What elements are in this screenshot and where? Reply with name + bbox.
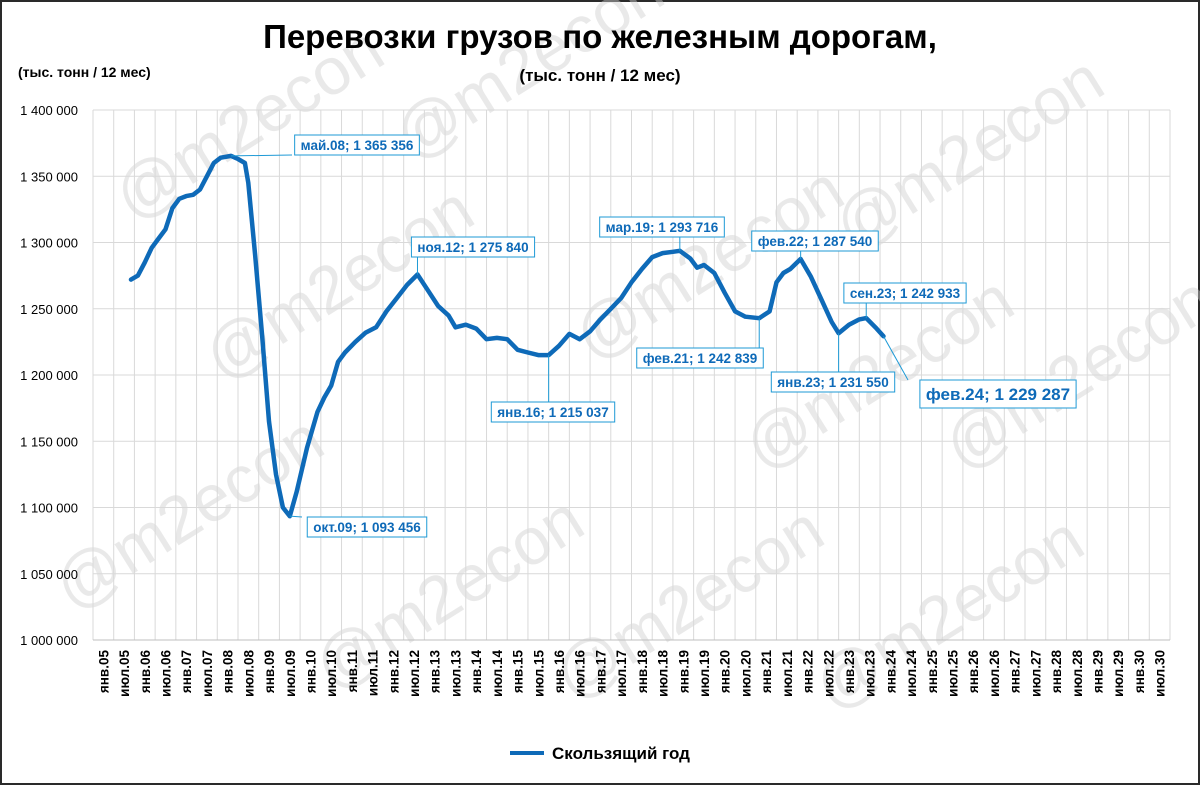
annotation-leader (289, 515, 303, 518)
x-tick-label: июл.19 (697, 650, 712, 697)
chart-subtitle: (тыс. тонн / 12 мес) (519, 66, 681, 85)
gridlines (92, 109, 1171, 641)
x-tick-label: июл.17 (614, 650, 629, 697)
annotation-box (410, 236, 536, 258)
y-tick-label: 1 350 000 (20, 169, 78, 184)
annotation-label: мар.19; 1 293 716 (606, 220, 719, 235)
x-tick-label: янв.24 (883, 650, 898, 694)
x-tick-label: июл.10 (324, 650, 339, 697)
y-tick-label: 1 050 000 (20, 567, 78, 582)
x-tick-label: июл.16 (573, 650, 588, 697)
x-tick-label: июл.24 (904, 650, 919, 697)
y-axis-ticks: 1 000 000 1 050 000 1 100 000 1 150 000 1 20… (20, 103, 78, 648)
annotation-box (919, 379, 1077, 409)
chart-title: Перевозки грузов по железным дорогам, (263, 18, 937, 55)
x-tick-label: янв.09 (262, 650, 277, 693)
x-tick-label: янв.25 (925, 650, 940, 694)
annotation-label: сен.23; 1 242 933 (850, 286, 961, 301)
annotation-box (751, 230, 879, 252)
x-tick-label: июл.11 (366, 650, 381, 697)
annotation-box (843, 282, 967, 304)
x-tick-label: янв.27 (1008, 650, 1023, 693)
x-tick-label: июл.25 (946, 650, 961, 697)
x-tick-label: июл.20 (738, 650, 753, 697)
x-tick-label: июл.22 (821, 650, 836, 697)
y-axis-unit-label: (тыс. тонн / 12 мес) (18, 64, 151, 80)
x-tick-label: июл.27 (1028, 650, 1043, 697)
annotation-label: янв.23; 1 231 550 (777, 375, 888, 390)
x-tick-label: янв.14 (469, 650, 484, 694)
y-tick-label: 1 400 000 (20, 103, 78, 118)
x-tick-label: июл.12 (407, 650, 422, 697)
annotation-label: ноя.12; 1 275 840 (417, 240, 528, 255)
x-tick-label: июл.13 (448, 650, 463, 697)
x-tick-label: июл.14 (490, 650, 505, 697)
y-tick-label: 1 100 000 (20, 501, 78, 516)
series-line (128, 153, 886, 519)
y-tick-label: 1 300 000 (20, 236, 78, 251)
x-tick-label: янв.26 (966, 650, 981, 694)
x-tick-label: янв.12 (386, 650, 401, 693)
x-tick-label: июл.08 (241, 650, 256, 697)
x-tick-label: янв.19 (676, 650, 691, 693)
x-tick-label: июл.05 (117, 650, 132, 697)
x-tick-label: июл.23 (863, 650, 878, 697)
x-axis-ticks: янв.05 июл.05 янв.06 июл.06 янв.07 июл.07 янв.… (96, 650, 1167, 697)
x-tick-label: янв.23 (842, 650, 857, 694)
legend: Скользящий год (0, 744, 1200, 764)
annotation-box (294, 134, 420, 156)
x-tick-label: июл.28 (1070, 650, 1085, 697)
y-tick-label: 1 200 000 (20, 368, 78, 383)
y-tick-label: 1 150 000 (20, 434, 78, 449)
y-tick-label: 1 000 000 (20, 633, 78, 648)
x-tick-label: июл.06 (158, 650, 173, 697)
annotation-box (306, 516, 428, 538)
annotation-leader (231, 154, 293, 157)
x-tick-label: янв.21 (759, 650, 774, 694)
x-tick-label: июл.21 (780, 650, 795, 697)
x-tick-label: июл.18 (656, 650, 671, 697)
legend-line-swatch (510, 750, 545, 755)
x-tick-label: янв.08 (221, 650, 236, 694)
x-tick-label: июл.07 (200, 650, 215, 697)
x-tick-label: июл.30 (1153, 650, 1168, 697)
x-tick-label: янв.29 (1091, 650, 1106, 693)
x-tick-label: янв.05 (96, 650, 111, 694)
annotation-label: май.08; 1 365 356 (301, 138, 414, 153)
x-tick-label: янв.15 (511, 650, 526, 694)
x-tick-label: янв.07 (179, 650, 194, 693)
legend-label: Скользящий год (552, 744, 690, 763)
x-tick-label: янв.28 (1049, 650, 1064, 694)
x-tick-label: янв.22 (801, 650, 816, 693)
x-tick-label: янв.17 (593, 650, 608, 693)
x-tick-label: янв.16 (552, 650, 567, 694)
x-tick-label: янв.20 (718, 650, 733, 693)
annotation-label: янв.16; 1 215 037 (497, 405, 608, 420)
x-tick-label: янв.30 (1132, 650, 1147, 693)
annotation-box (599, 216, 725, 238)
annotations-layer: май.08; 1 365 356 окт.09; 1 093 456 ноя.12… (231, 134, 1077, 538)
annotation-box (490, 401, 616, 423)
x-tick-label: янв.10 (303, 650, 318, 693)
x-tick-label: янв.06 (138, 650, 153, 694)
x-tick-label: июл.09 (283, 650, 298, 697)
x-tick-label: янв.11 (345, 650, 360, 693)
annotation-box (770, 371, 896, 393)
annotation-label: окт.09; 1 093 456 (313, 520, 421, 535)
y-tick-label: 1 250 000 (20, 302, 78, 317)
annotation-label: фев.22; 1 287 540 (758, 234, 873, 249)
annotation-leader (883, 335, 909, 381)
x-tick-label: янв.13 (428, 650, 443, 694)
x-tick-label: июл.15 (531, 650, 546, 697)
annotation-label: фев.21; 1 242 839 (643, 351, 758, 366)
annotation-box (636, 347, 764, 369)
x-tick-label: июл.29 (1111, 650, 1126, 697)
series-layer (128, 153, 886, 519)
x-tick-label: июл.26 (987, 650, 1002, 697)
x-tick-label: янв.18 (635, 650, 650, 694)
annotation-label: фев.24; 1 229 287 (926, 385, 1070, 404)
